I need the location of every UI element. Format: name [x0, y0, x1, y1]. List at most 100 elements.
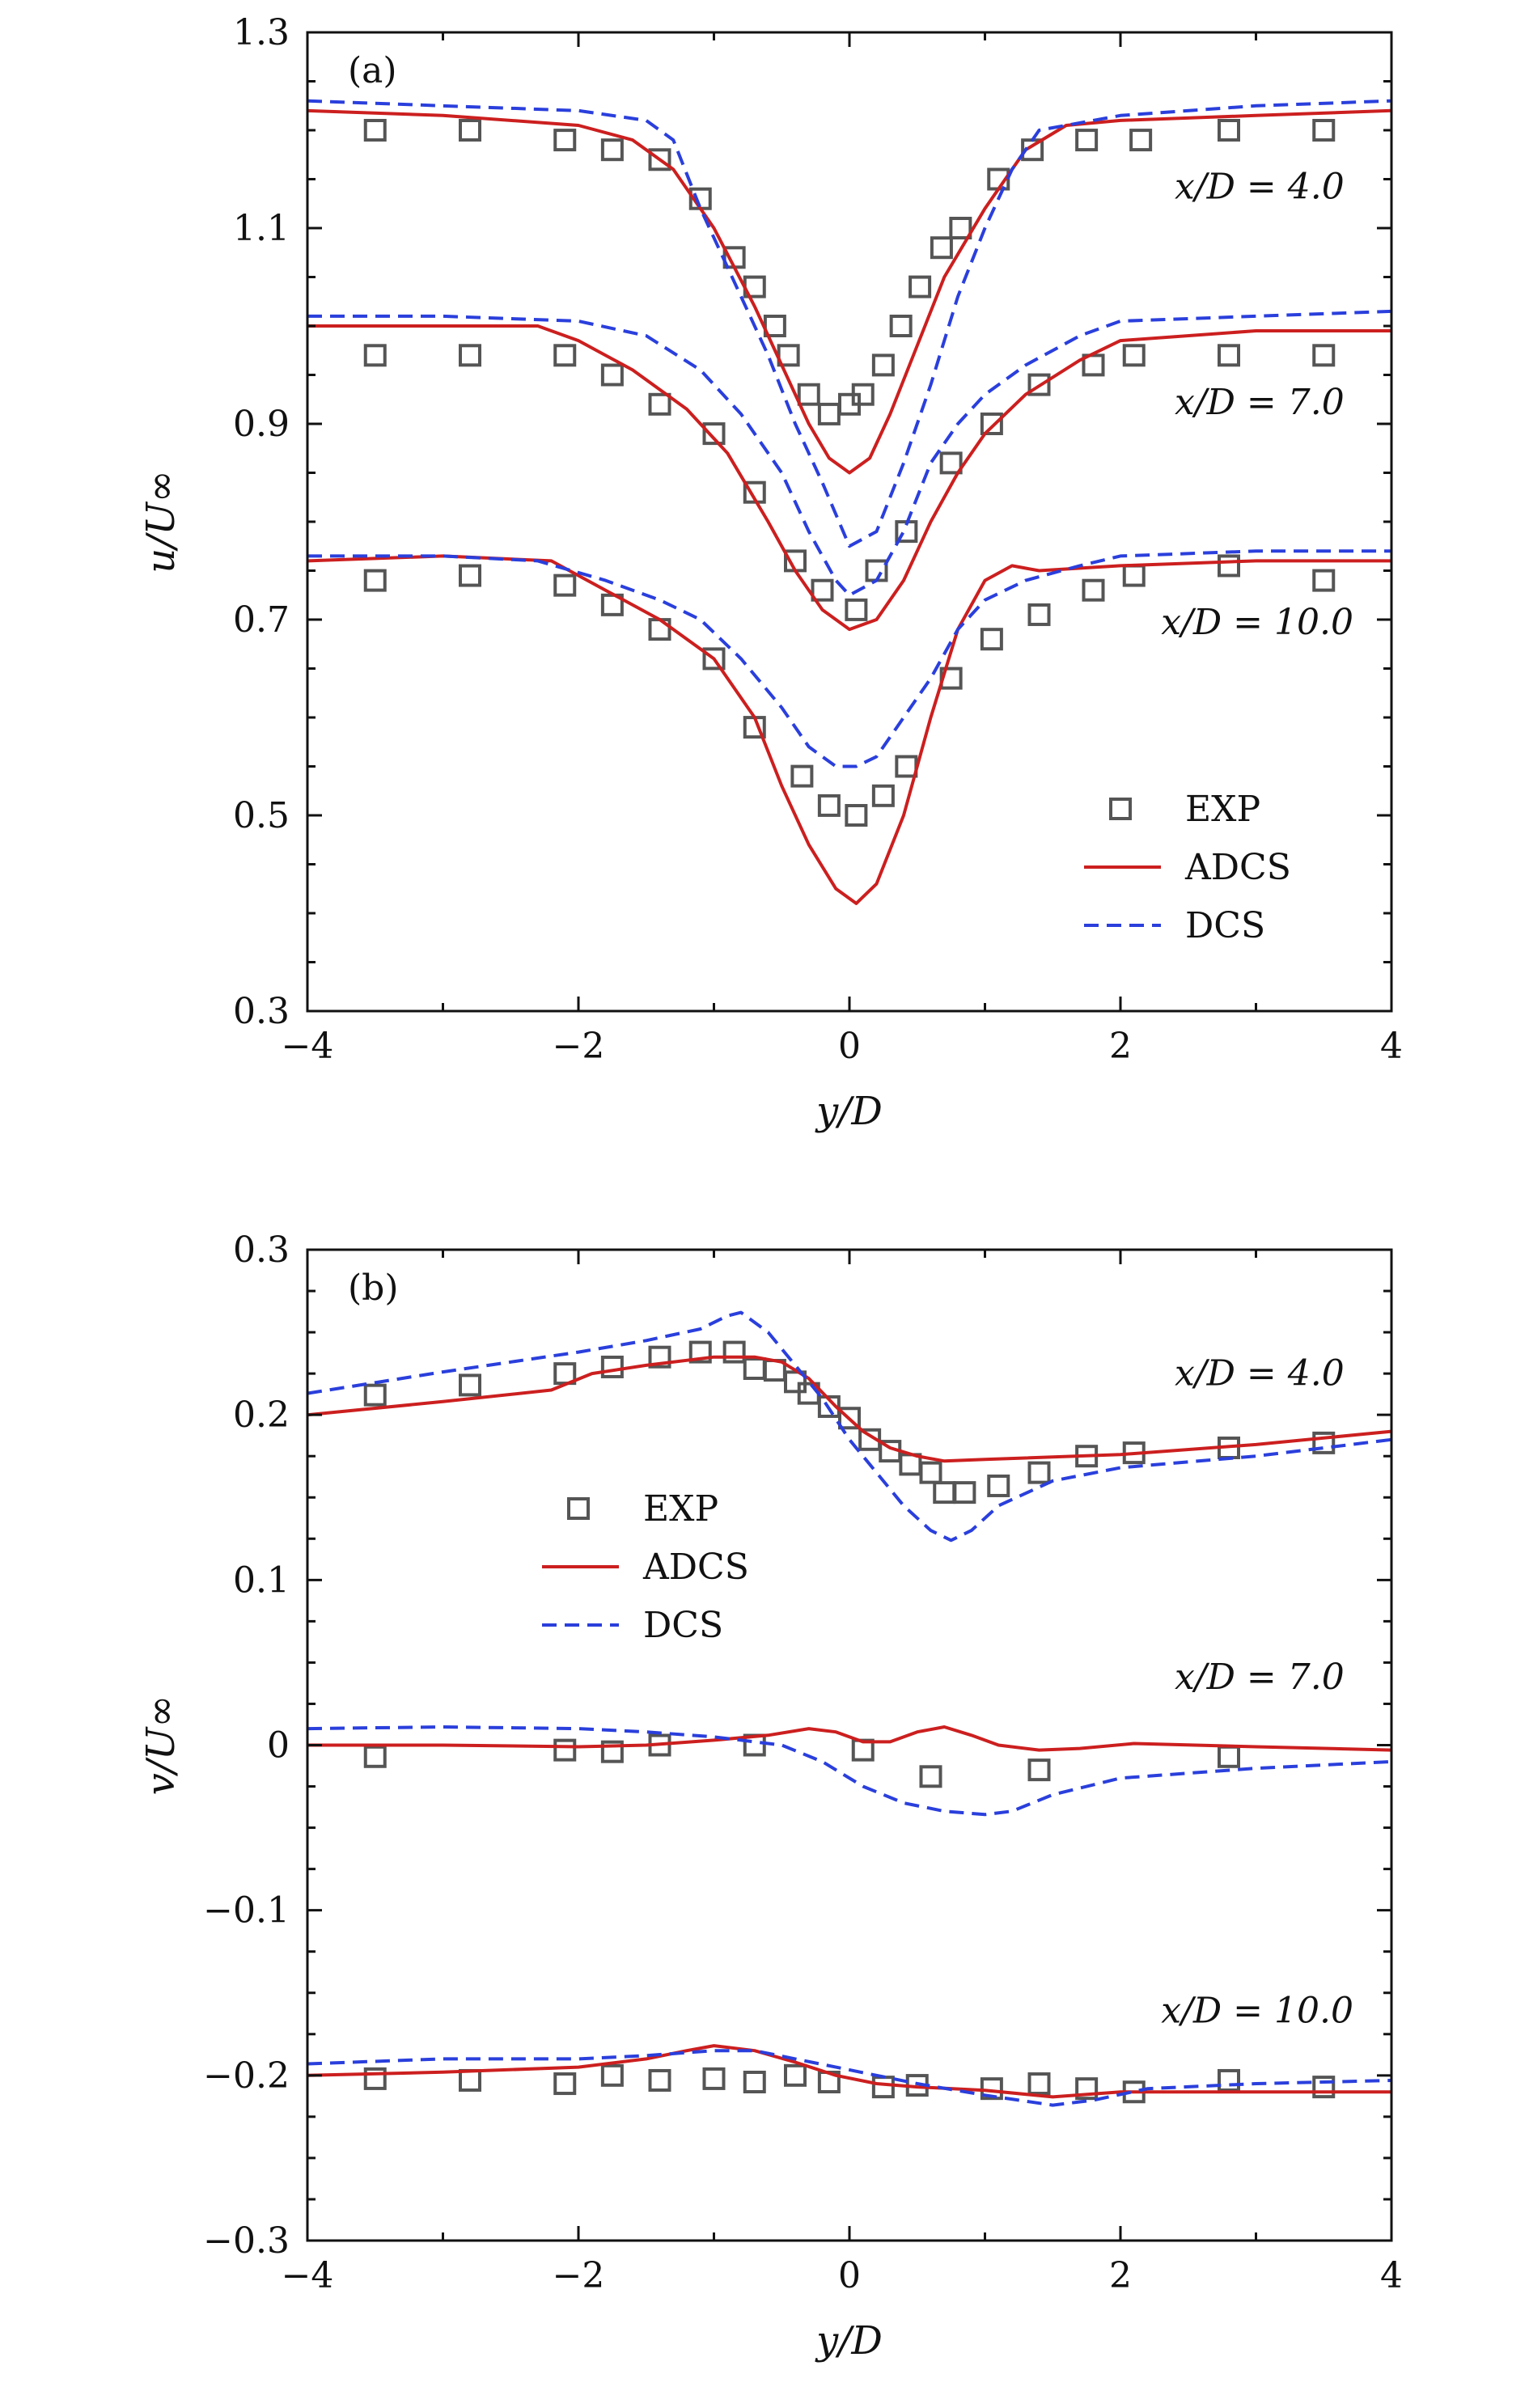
legend-label: DCS	[1185, 905, 1265, 946]
x-tick-label: −4	[282, 1026, 334, 1067]
exp-marker	[939, 451, 963, 475]
exp-marker	[1027, 1461, 1051, 1484]
exp-marker	[702, 422, 726, 446]
exp-marker	[817, 1394, 841, 1418]
x-tick-label: 2	[1109, 1026, 1132, 1067]
exp-marker	[459, 344, 481, 367]
x-axis-label: y/D	[815, 1089, 883, 1134]
adcs-line	[307, 1355, 1392, 1463]
legend-label: DCS	[643, 1605, 723, 1646]
chart-panel-b: −4 −2 0 2 4 −0.3 −0.2 −0.1 0 0.1 0.2 0.3 y/D v/U∞ (b) x…	[138, 1229, 1403, 2364]
exp-marker	[1218, 1745, 1240, 1768]
exp-marker	[363, 344, 387, 367]
exp-marker	[648, 392, 671, 416]
x-tick-label: −4	[282, 2255, 334, 2296]
adcs-line	[307, 2044, 1391, 2099]
legend-marker-exp	[567, 1497, 590, 1520]
exp-marker	[553, 1738, 577, 1762]
adcs-line	[307, 108, 1392, 475]
panel-label: (b)	[348, 1267, 399, 1309]
exp-marker	[790, 764, 814, 788]
exp-marker	[648, 1345, 671, 1369]
curve-annotation: x/D = 7.0	[1175, 382, 1345, 423]
exp-marker	[909, 275, 932, 298]
exp-marker	[919, 1765, 942, 1788]
exp-marker	[363, 1745, 387, 1768]
exp-marker	[797, 383, 820, 406]
exp-marker	[459, 1373, 481, 1397]
x-tick-label: −2	[553, 1026, 605, 1067]
x-tick-label: 4	[1380, 2255, 1403, 2296]
exp-marker	[648, 2068, 671, 2092]
exp-marker	[363, 1383, 387, 1407]
legend-label: EXP	[643, 1488, 718, 1530]
exp-marker	[933, 1481, 956, 1504]
exp-marker	[987, 1474, 1010, 1497]
curve-annotation: x/D = 10.0	[1161, 1991, 1353, 2032]
legend-marker-exp	[1109, 798, 1132, 820]
exp-marker	[553, 344, 577, 367]
exp-marker	[459, 119, 481, 142]
exp-marker	[553, 2072, 577, 2096]
x-tick-label: 0	[838, 1026, 861, 1067]
exp-marker	[851, 383, 875, 406]
y-tick-label: 0.9	[233, 404, 290, 445]
exp-marker	[743, 2071, 766, 2093]
dcs-line	[307, 1725, 1392, 1817]
exp-marker	[1312, 119, 1336, 142]
exp-marker	[953, 1481, 976, 1504]
y-tick-label: 0.1	[233, 1559, 290, 1601]
dcs-line	[307, 309, 1392, 597]
exp-marker	[871, 353, 895, 377]
exp-marker	[845, 598, 868, 621]
exp-marker	[784, 2063, 807, 2087]
exp-marker	[1129, 129, 1153, 152]
adcs-line	[307, 554, 1391, 905]
y-tick-label: 0.3	[233, 991, 290, 1032]
exp-marker	[949, 217, 972, 239]
exp-marker	[1218, 554, 1240, 578]
exp-marker	[1312, 2076, 1336, 2099]
dcs-line	[307, 549, 1391, 768]
y-tick-label: −0.1	[203, 1890, 290, 1932]
panel-label: (a)	[348, 50, 397, 91]
y-tick-label: 0	[267, 1725, 290, 1767]
y-tick-label: 1.3	[233, 12, 290, 53]
x-axis-label: y/D	[815, 2318, 883, 2364]
exp-marker	[363, 119, 387, 142]
x-tick-label: 4	[1380, 1026, 1403, 1067]
exp-marker	[459, 2068, 481, 2092]
exp-marker	[1122, 344, 1146, 367]
exp-marker	[363, 569, 387, 592]
exp-marker	[1218, 119, 1240, 142]
exp-marker	[980, 413, 1003, 435]
exp-marker	[363, 2067, 387, 2090]
exp-marker	[600, 1355, 624, 1378]
chart-panel-a: −4 −2 0 2 4 0.3 0.5 0.7 0.9 1.1 1.3 y/D u/U∞ (a) x/D =…	[138, 12, 1403, 1134]
dcs-line	[307, 99, 1392, 548]
exp-marker	[600, 2063, 624, 2087]
exp-marker	[811, 578, 834, 602]
exp-marker	[889, 315, 913, 337]
exp-marker	[743, 480, 766, 504]
exp-marker	[919, 1461, 942, 1484]
exp-marker	[553, 573, 577, 597]
exp-marker	[1075, 2077, 1099, 2101]
exp-marker	[1312, 569, 1336, 592]
x-tick-label: 0	[838, 2255, 861, 2296]
exp-marker	[600, 138, 624, 162]
exp-marker	[784, 1370, 807, 1394]
curve-annotation: x/D = 4.0	[1175, 1352, 1345, 1394]
y-tick-label: −0.2	[203, 2055, 290, 2097]
curve-annotation: x/D = 10.0	[1161, 602, 1353, 643]
legend-label: ADCS	[1184, 847, 1291, 888]
exp-marker	[1218, 344, 1240, 367]
exp-marker	[930, 236, 953, 260]
dcs-line	[307, 2049, 1392, 2107]
exp-marker	[648, 148, 671, 171]
adcs-line	[307, 324, 1391, 632]
exp-marker	[600, 363, 624, 387]
y-tick-label: −0.3	[203, 2220, 290, 2262]
legend-label: ADCS	[642, 1547, 749, 1588]
adcs-line	[307, 1725, 1392, 1752]
